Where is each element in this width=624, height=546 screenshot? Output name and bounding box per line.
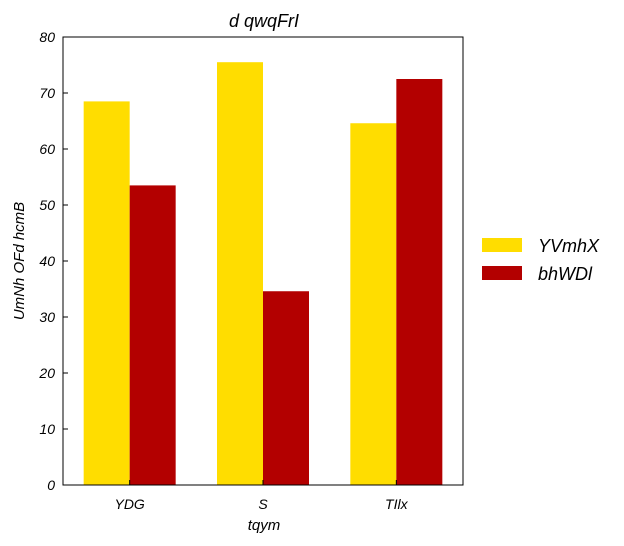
y-tick-label: 0: [47, 477, 55, 493]
x-tick-label: TIlx: [385, 496, 409, 512]
y-tick-label: 30: [39, 309, 55, 325]
x-axis-label: tqym: [248, 517, 281, 534]
y-tick-label: 10: [39, 421, 55, 437]
bar-bhWDl-YDG: [129, 185, 176, 485]
x-tick-label: S: [258, 496, 268, 512]
y-tick-label: 40: [39, 253, 55, 269]
bar-bhWDl-S: [263, 291, 309, 485]
bar-bhWDl-TIlx: [396, 79, 443, 485]
bar-YVmhX-YDG: [83, 101, 130, 486]
bar-YVmhX-S: [217, 62, 263, 485]
y-tick-label: 50: [39, 197, 55, 213]
y-tick-label: 80: [39, 29, 55, 45]
bars-group: [83, 62, 443, 486]
y-tick-label: 70: [39, 85, 55, 101]
y-tick-label: 20: [38, 365, 55, 381]
x-tick-label: YDG: [114, 496, 144, 512]
bar-YVmhX-TIlx: [350, 123, 397, 486]
legend-label-bhWDl: bhWDl: [538, 264, 593, 284]
y-axis-label: UmNh OFd hcmB: [11, 202, 28, 320]
x-axis: YDG S TIlx: [114, 480, 409, 512]
chart-title: d qwqFrI: [229, 11, 299, 31]
legend-label-YVmhX: YVmhX: [538, 236, 600, 256]
legend-swatch-YVmhX: [482, 238, 522, 252]
legend: YVmhX bhWDl: [482, 236, 600, 284]
y-tick-label: 60: [39, 141, 55, 157]
y-axis: 0 10 20 30 40 50 60 70 80: [38, 29, 68, 493]
legend-swatch-bhWDl: [482, 266, 522, 280]
